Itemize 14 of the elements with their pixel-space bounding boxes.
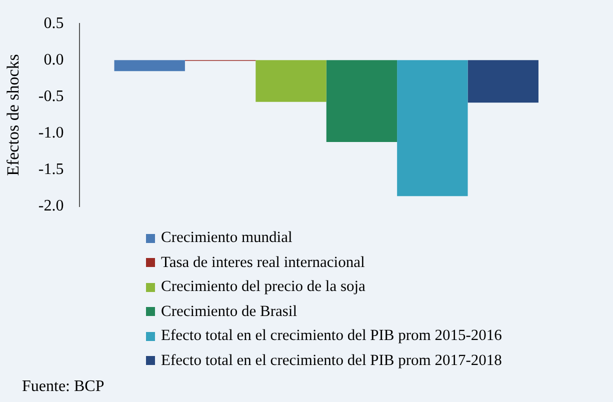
y-tick-label: 0.0 <box>44 51 64 68</box>
y-axis-title: Efectos de shocks <box>4 54 23 176</box>
y-tick-label: -1.0 <box>38 124 64 142</box>
y-tick-label: -0.5 <box>38 88 64 105</box>
legend-label: Crecimiento de Brasil <box>160 302 298 322</box>
legend-label: Crecimiento mundial <box>160 228 294 248</box>
y-tick-label: -2.0 <box>38 198 64 215</box>
legend-label: Tasa de interes real internacional <box>160 252 366 273</box>
y-tick-label: -1.5 <box>38 161 64 178</box>
y-tick-label: 0.5 <box>44 14 64 32</box>
legend-label: Crecimiento del precio de la soja <box>160 277 366 298</box>
legend-label: Efecto total en el crecimiento del PIB prom 2015-2016 <box>160 326 502 346</box>
source-note: Fuente: BCP <box>22 378 104 396</box>
legend-label: Efecto total en el crecimiento del PIB prom 2017-2018 <box>160 350 502 371</box>
